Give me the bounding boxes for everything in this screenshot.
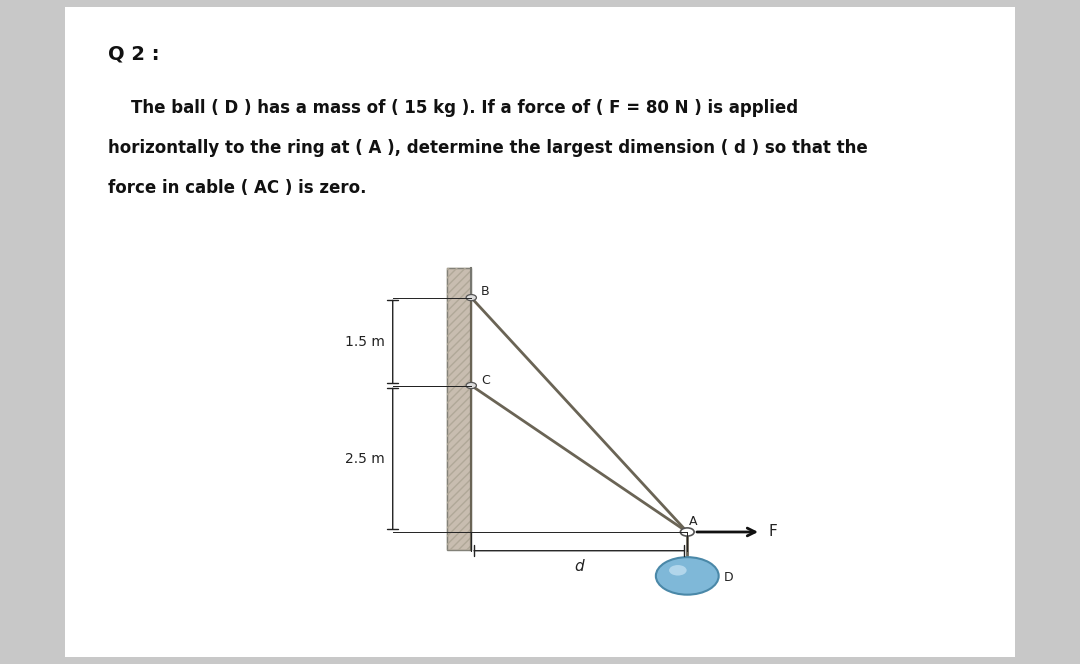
Text: horizontally to the ring at ( A ), determine the largest dimension ( d ) so that: horizontally to the ring at ( A ), deter… [108, 139, 867, 157]
Circle shape [467, 382, 476, 388]
Text: A: A [689, 515, 698, 528]
Text: d: d [575, 559, 584, 574]
Bar [447, 268, 471, 550]
Text: force in cable ( AC ) is zero.: force in cable ( AC ) is zero. [108, 179, 366, 197]
Text: D: D [724, 570, 733, 584]
Text: B: B [481, 285, 489, 297]
Circle shape [656, 557, 718, 595]
Text: C: C [481, 374, 490, 387]
Circle shape [669, 565, 687, 576]
Text: 2.5 m: 2.5 m [346, 452, 384, 465]
Circle shape [680, 528, 694, 536]
Text: F: F [769, 525, 778, 539]
Bar [447, 268, 471, 550]
Text: 1.5 m: 1.5 m [345, 335, 384, 349]
Text: Q 2 :: Q 2 : [108, 44, 160, 64]
Text: The ball ( D ) has a mass of ( 15 kg ). If a force of ( F = 80 N ) is applied: The ball ( D ) has a mass of ( 15 kg ). … [108, 99, 798, 117]
Circle shape [467, 295, 476, 301]
